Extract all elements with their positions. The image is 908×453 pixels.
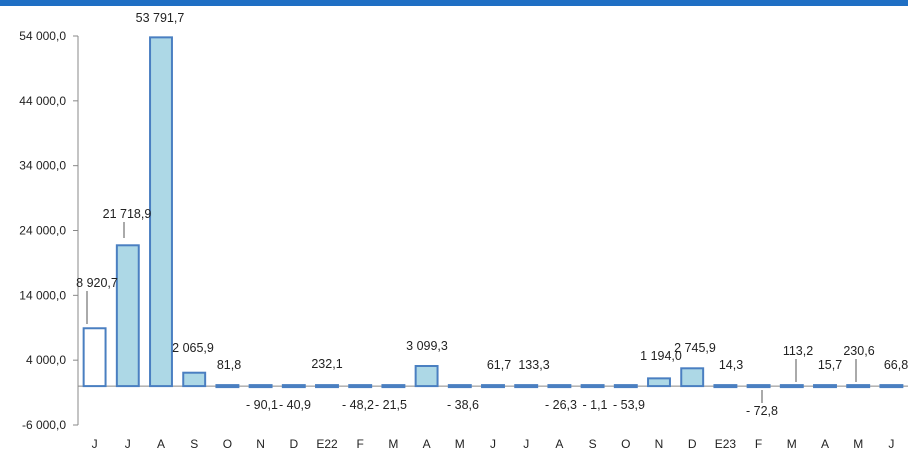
x-tick-label: D: [289, 437, 298, 451]
bar: [613, 384, 638, 389]
data-label: 2 745,9: [674, 341, 716, 355]
bar: [149, 36, 173, 388]
bar: [580, 384, 605, 389]
y-tick-label: 4 000,0: [26, 353, 66, 367]
data-label: 14,3: [719, 358, 743, 372]
y-tick-label: 34 000,0: [19, 159, 66, 173]
x-tick-label: E23: [715, 437, 737, 451]
bar: [315, 384, 339, 389]
data-label: 53 791,7: [136, 11, 185, 25]
x-tick-label: D: [688, 437, 697, 451]
y-tick-label: 14 000,0: [19, 288, 66, 302]
y-tick-label: 54 000,0: [19, 29, 66, 43]
data-label: 1 194,0: [640, 349, 682, 363]
x-tick-label: N: [256, 437, 265, 451]
bar: [813, 384, 837, 389]
bar: [547, 384, 572, 389]
x-tick-label: J: [888, 437, 894, 451]
data-label: - 40,9: [279, 398, 311, 412]
x-tick-label: F: [357, 437, 364, 451]
x-tick-label: J: [125, 437, 131, 451]
x-tick-label: E22: [316, 437, 338, 451]
data-label: - 1,1: [582, 398, 607, 412]
bar: [481, 384, 505, 389]
data-label: - 38,6: [447, 398, 479, 412]
bar: [281, 384, 306, 389]
x-tick-label: A: [821, 437, 829, 451]
x-tick-label: J: [490, 437, 496, 451]
bar: [680, 367, 705, 388]
bar: [414, 365, 439, 388]
data-label: 66,8: [884, 358, 908, 372]
data-label: 15,7: [818, 358, 842, 372]
bar: [447, 384, 472, 389]
data-label: 232,1: [311, 357, 342, 371]
bar: [514, 384, 539, 389]
x-tick-label: M: [853, 437, 863, 451]
x-tick-label: O: [223, 437, 232, 451]
y-tick-label: -6 000,0: [22, 418, 66, 432]
data-label: 8 920,7: [76, 276, 118, 290]
x-tick-label: M: [787, 437, 797, 451]
x-tick-label: S: [190, 437, 198, 451]
data-label: 61,7: [487, 358, 511, 372]
data-label: 3 099,3: [406, 339, 448, 353]
data-label: - 26,3: [545, 398, 577, 412]
x-tick-label: S: [589, 437, 597, 451]
x-tick-label: M: [388, 437, 398, 451]
x-tick-label: J: [523, 437, 529, 451]
bar: [779, 384, 804, 389]
bar: [115, 244, 140, 388]
x-tick-label: F: [755, 437, 762, 451]
data-label: 81,8: [217, 358, 241, 372]
data-label: 21 718,9: [103, 207, 152, 221]
y-tick-label: 24 000,0: [19, 224, 66, 238]
y-tick-label: 44 000,0: [19, 94, 66, 108]
bar: [846, 384, 871, 389]
bar: [746, 384, 771, 389]
bar: [348, 384, 373, 389]
bar: [713, 384, 738, 389]
top-accent-band: [0, 0, 908, 6]
data-label: - 53,9: [613, 398, 645, 412]
bar: [215, 384, 240, 389]
x-tick-label: A: [423, 437, 431, 451]
x-tick-label: N: [655, 437, 664, 451]
x-tick-label: A: [157, 437, 165, 451]
data-label: - 72,8: [746, 404, 778, 418]
data-label: 113,2: [783, 344, 813, 358]
x-tick-label: J: [92, 437, 98, 451]
bar: [82, 327, 107, 388]
bar: [248, 384, 273, 389]
data-label: 2 065,9: [172, 341, 214, 355]
x-tick-label: O: [621, 437, 630, 451]
data-label: 230,6: [843, 344, 874, 358]
bar: [647, 377, 671, 388]
data-label: - 48,2: [342, 398, 374, 412]
bar: [182, 371, 207, 388]
x-tick-label: M: [455, 437, 465, 451]
data-label: - 90,1: [246, 398, 278, 412]
data-label: - 21,5: [375, 398, 407, 412]
bar: [381, 384, 406, 389]
bar: [879, 384, 904, 389]
x-tick-label: A: [555, 437, 563, 451]
data-label: 133,3: [518, 358, 549, 372]
